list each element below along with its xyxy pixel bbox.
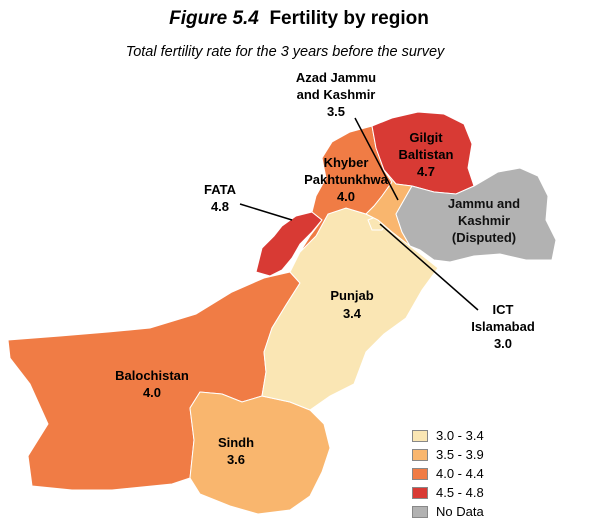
label-ajk-value: 3.5	[327, 104, 345, 119]
label-balochistan-value: 4.0	[143, 385, 161, 400]
label-gb-line2: Baltistan	[399, 147, 454, 162]
label-fata-value: 4.8	[211, 199, 229, 214]
leader-fata	[239, 203, 293, 221]
legend-label: No Data	[436, 504, 484, 519]
figure-number: Figure 5.4	[169, 8, 259, 29]
label-fata-line1: FATA	[204, 182, 237, 197]
label-kp-value: 4.0	[337, 189, 355, 204]
label-sindh-line1: Sindh	[218, 435, 254, 450]
figure-title-text: Fertility by region	[269, 8, 429, 29]
label-punjab-line1: Punjab	[330, 288, 373, 303]
legend: 3.0 - 3.4 3.5 - 3.9 4.0 - 4.4 4.5 - 4.8 …	[412, 426, 562, 521]
legend-swatch	[412, 448, 428, 461]
label-ajk-line2: and Kashmir	[297, 87, 376, 102]
label-punjab-value: 3.4	[343, 306, 362, 321]
legend-item: 3.5 - 3.9	[412, 445, 562, 464]
legend-item: 4.0 - 4.4	[412, 464, 562, 483]
legend-item: 4.5 - 4.8	[412, 483, 562, 502]
label-balochistan-line1: Balochistan	[115, 368, 189, 383]
label-ajk-line1: Azad Jammu	[296, 70, 376, 85]
leader-ict	[379, 223, 479, 311]
legend-swatch	[412, 467, 428, 480]
legend-swatch	[412, 486, 428, 499]
legend-label: 3.0 - 3.4	[436, 428, 484, 443]
figure-title: Figure 5.4 Fertility by region	[0, 8, 598, 30]
legend-label: 4.0 - 4.4	[436, 466, 484, 481]
legend-swatch	[412, 505, 428, 518]
label-kp-line1: Khyber	[324, 155, 369, 170]
figure-subtitle: Total fertility rate for the 3 years bef…	[125, 44, 445, 60]
label-jk-line1: Jammu and	[448, 196, 520, 211]
label-ict-line1: ICT	[493, 302, 514, 317]
label-ict-line2: Islamabad	[471, 319, 535, 334]
legend-label: 4.5 - 4.8	[436, 485, 484, 500]
legend-swatch	[412, 429, 428, 442]
label-jk-line2: Kashmir	[458, 213, 510, 228]
legend-label: 3.5 - 3.9	[436, 447, 484, 462]
label-ict-value: 3.0	[494, 336, 512, 351]
label-kp-line2: Pakhtunkhwa	[304, 172, 389, 187]
region-jk-disputed	[395, 167, 557, 263]
label-gb-line1: Gilgit	[409, 130, 443, 145]
leader-ajk	[354, 117, 399, 201]
label-jk-line3: (Disputed)	[452, 230, 516, 245]
legend-item: No Data	[412, 502, 562, 521]
label-sindh-value: 3.6	[227, 452, 245, 467]
region-sindh	[189, 391, 331, 515]
legend-item: 3.0 - 3.4	[412, 426, 562, 445]
label-gb-value: 4.7	[417, 164, 435, 179]
